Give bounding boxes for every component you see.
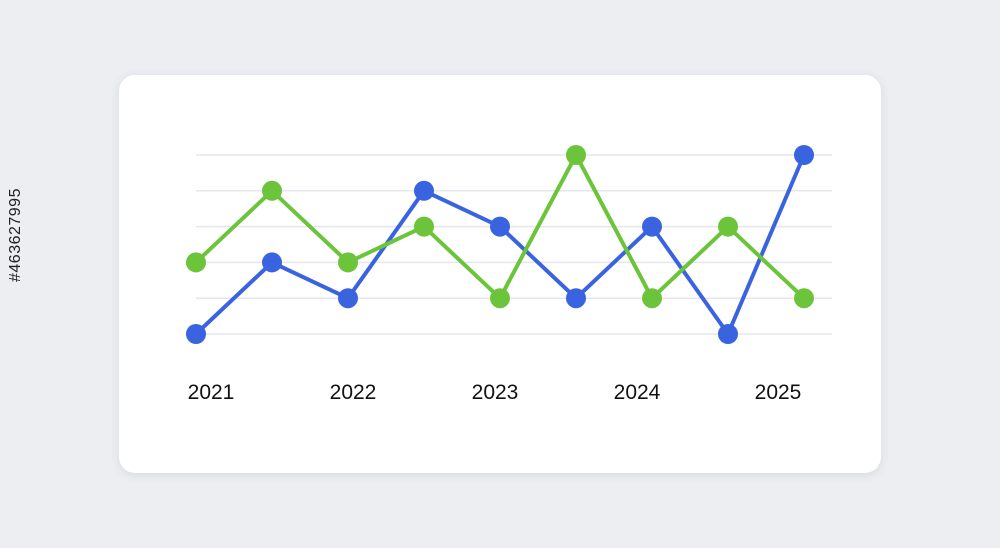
series-1-point	[186, 324, 206, 344]
series-1-point	[490, 216, 510, 237]
series-1-point	[642, 216, 662, 237]
series-2-point	[490, 288, 510, 309]
series-2-point	[566, 145, 586, 165]
series-2-point	[642, 288, 662, 309]
series-1-point	[414, 180, 434, 201]
stock-id-text: #463627995	[7, 188, 24, 282]
x-tick-labels: 2021 2022 2023 2024 2025	[188, 381, 802, 404]
series-2-point	[186, 252, 206, 273]
series-1-point	[338, 288, 358, 309]
x-tick-label: 2024	[614, 381, 661, 404]
series-2-point	[718, 216, 738, 237]
series-1-point	[262, 252, 282, 273]
series-2-point	[414, 216, 434, 237]
gridlines	[196, 154, 832, 335]
x-tick-label: 2023	[472, 381, 519, 404]
x-tick-label: 2021	[188, 381, 235, 404]
series-2-point	[794, 288, 814, 309]
series-1-point	[566, 288, 586, 309]
series-2-point	[262, 180, 282, 201]
series-2-point	[338, 252, 358, 273]
series-points	[186, 145, 814, 344]
series-1-point	[794, 145, 814, 165]
x-tick-label: 2025	[755, 381, 802, 404]
series-1-point	[718, 324, 738, 344]
x-tick-label: 2022	[330, 381, 377, 404]
